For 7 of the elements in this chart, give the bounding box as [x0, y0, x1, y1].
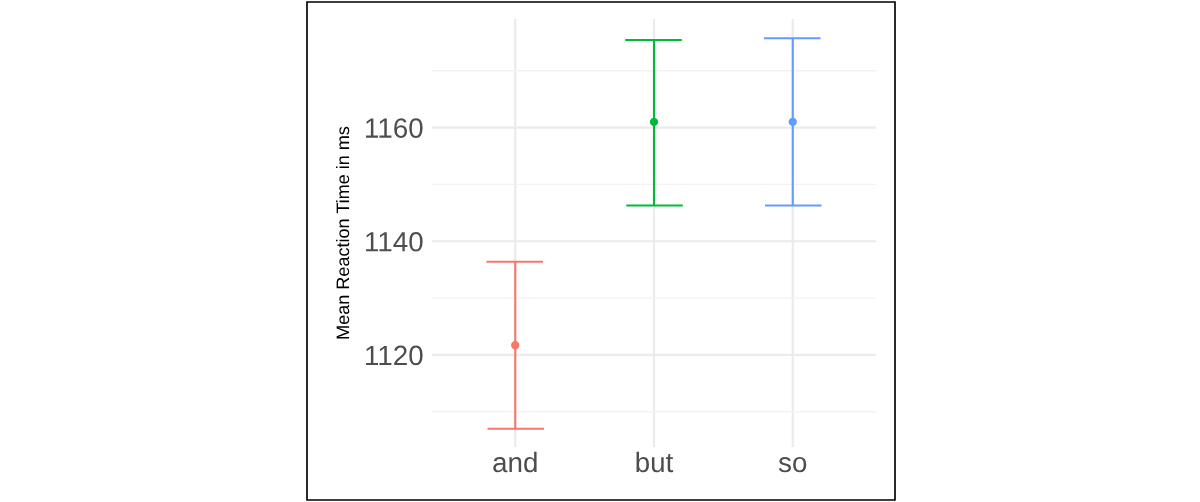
x-tick-label: and: [493, 451, 537, 473]
y-axis-title: Mean Reaction Time in ms: [335, 126, 350, 339]
x-tick-label: but: [636, 451, 674, 473]
y-tick-label: 1160: [366, 118, 423, 138]
y-tick-label: 1120: [366, 345, 423, 366]
y-tick-label: 1140: [366, 231, 423, 252]
x-tick-label: so: [778, 457, 807, 473]
